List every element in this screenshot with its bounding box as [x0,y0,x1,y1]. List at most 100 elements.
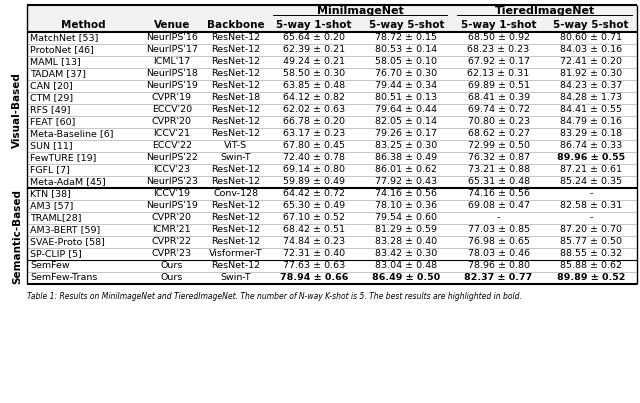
Text: MAML [13]: MAML [13] [30,58,81,66]
Text: 68.42 ± 0.51: 68.42 ± 0.51 [283,226,345,235]
Text: RFS [49]: RFS [49] [30,106,70,114]
Text: 65.64 ± 0.20: 65.64 ± 0.20 [283,33,345,42]
Text: 62.13 ± 0.31: 62.13 ± 0.31 [467,69,530,79]
Bar [27,5,637,18]
Text: 68.23 ± 0.23: 68.23 ± 0.23 [467,46,530,54]
Text: -: - [497,214,500,222]
Text: FewTURE [19]: FewTURE [19] [30,154,97,162]
Text: ICML'17: ICML'17 [153,58,191,66]
Text: NeurIPS'16: NeurIPS'16 [146,33,198,42]
Text: 82.58 ± 0.31: 82.58 ± 0.31 [560,202,622,210]
Text: CVPR'19: CVPR'19 [152,93,192,102]
Text: 74.16 ± 0.56: 74.16 ± 0.56 [468,189,530,199]
Text: CVPR'23: CVPR'23 [152,249,192,258]
Text: ResNet-12: ResNet-12 [211,69,260,79]
Text: ProtoNet [46]: ProtoNet [46] [30,46,94,54]
Text: 69.89 ± 0.51: 69.89 ± 0.51 [468,81,530,91]
Text: 80.53 ± 0.14: 80.53 ± 0.14 [375,46,437,54]
Text: 82.05 ± 0.14: 82.05 ± 0.14 [376,118,437,127]
Text: 76.98 ± 0.65: 76.98 ± 0.65 [468,237,530,247]
Text: CVPR'20: CVPR'20 [152,214,192,222]
Text: SemFew: SemFew [30,262,70,270]
Text: ResNet-12: ResNet-12 [211,262,260,270]
Text: NeurIPS'22: NeurIPS'22 [146,154,198,162]
Text: Method: Method [61,20,106,30]
Text: Ours: Ours [161,274,183,283]
Text: 5-way 5-shot: 5-way 5-shot [553,20,628,30]
Text: Table 1: Results on MiniImageNet and TieredImageNet. The number of N-way K-shot : Table 1: Results on MiniImageNet and Tie… [27,292,522,301]
Text: 67.80 ± 0.45: 67.80 ± 0.45 [283,141,345,150]
Text: NeurIPS'18: NeurIPS'18 [146,69,198,79]
Text: 49.24 ± 0.21: 49.24 ± 0.21 [283,58,345,66]
Text: 64.12 ± 0.82: 64.12 ± 0.82 [283,93,345,102]
Text: 72.41 ± 0.20: 72.41 ± 0.20 [560,58,622,66]
Text: Conv-128: Conv-128 [213,189,259,199]
Text: 72.40 ± 0.78: 72.40 ± 0.78 [283,154,345,162]
Text: 78.72 ± 0.15: 78.72 ± 0.15 [376,33,437,42]
Text: 84.41 ± 0.55: 84.41 ± 0.55 [560,106,622,114]
Text: ResNet-12: ResNet-12 [211,166,260,174]
Text: Backbone: Backbone [207,20,265,30]
Text: TADAM [37]: TADAM [37] [30,69,86,79]
Text: 81.29 ± 0.59: 81.29 ± 0.59 [376,226,437,235]
Text: SVAE-Proto [58]: SVAE-Proto [58] [30,237,105,247]
Text: 80.51 ± 0.13: 80.51 ± 0.13 [375,93,437,102]
Text: ResNet-12: ResNet-12 [211,177,260,187]
Text: 5-way 1-shot: 5-way 1-shot [461,20,536,30]
Text: 83.29 ± 0.18: 83.29 ± 0.18 [560,129,622,139]
Text: MatchNet [53]: MatchNet [53] [30,33,99,42]
Text: ViT-S: ViT-S [225,141,248,150]
Text: NeurIPS'23: NeurIPS'23 [146,177,198,187]
Text: ResNet-18: ResNet-18 [211,93,260,102]
Text: ECCV'22: ECCV'22 [152,141,192,150]
Text: CVPR'22: CVPR'22 [152,237,192,247]
Text: 86.49 ± 0.50: 86.49 ± 0.50 [372,274,440,283]
Text: FEAT [60]: FEAT [60] [30,118,76,127]
Text: 86.74 ± 0.33: 86.74 ± 0.33 [560,141,622,150]
Text: 78.96 ± 0.80: 78.96 ± 0.80 [468,262,530,270]
Text: ICCV'23: ICCV'23 [154,166,191,174]
Text: 62.39 ± 0.21: 62.39 ± 0.21 [283,46,345,54]
Text: ICMR'21: ICMR'21 [152,226,191,235]
Text: SUN [11]: SUN [11] [30,141,72,150]
Text: 85.24 ± 0.35: 85.24 ± 0.35 [560,177,622,187]
Text: ECCV'20: ECCV'20 [152,106,192,114]
Text: 82.37 ± 0.77: 82.37 ± 0.77 [465,274,532,283]
Text: 83.25 ± 0.30: 83.25 ± 0.30 [375,141,438,150]
Text: ResNet-12: ResNet-12 [211,46,260,54]
Text: ICCV'19: ICCV'19 [154,189,191,199]
Text: 65.30 ± 0.49: 65.30 ± 0.49 [283,202,345,210]
Text: 5-way 1-shot: 5-way 1-shot [276,20,352,30]
Text: 83.42 ± 0.30: 83.42 ± 0.30 [375,249,438,258]
Text: 78.94 ± 0.66: 78.94 ± 0.66 [280,274,348,283]
Text: 88.55 ± 0.32: 88.55 ± 0.32 [560,249,622,258]
Text: 79.54 ± 0.60: 79.54 ± 0.60 [376,214,437,222]
Text: 72.99 ± 0.50: 72.99 ± 0.50 [468,141,530,150]
Text: Visual-Based: Visual-Based [12,72,22,148]
Text: 79.26 ± 0.17: 79.26 ± 0.17 [376,129,437,139]
Text: 67.10 ± 0.52: 67.10 ± 0.52 [283,214,345,222]
Text: 80.60 ± 0.71: 80.60 ± 0.71 [560,33,622,42]
Text: 5-way 5-shot: 5-way 5-shot [369,20,444,30]
Text: 77.92 ± 0.43: 77.92 ± 0.43 [375,177,437,187]
Text: 70.80 ± 0.23: 70.80 ± 0.23 [468,118,530,127]
Text: TRAML[28]: TRAML[28] [30,214,81,222]
Text: 58.50 ± 0.30: 58.50 ± 0.30 [283,69,345,79]
Text: 63.17 ± 0.23: 63.17 ± 0.23 [283,129,345,139]
Text: 77.63 ± 0.63: 77.63 ± 0.63 [283,262,345,270]
Text: 65.31 ± 0.48: 65.31 ± 0.48 [468,177,530,187]
Text: FGFL [7]: FGFL [7] [30,166,70,174]
Text: 63.85 ± 0.48: 63.85 ± 0.48 [283,81,345,91]
Bar [27,18,637,32]
Text: MiniImageNet: MiniImageNet [317,6,404,17]
Text: Swin-T: Swin-T [221,154,252,162]
Text: 83.28 ± 0.40: 83.28 ± 0.40 [375,237,437,247]
Text: 66.78 ± 0.20: 66.78 ± 0.20 [283,118,345,127]
Text: 69.74 ± 0.72: 69.74 ± 0.72 [468,106,530,114]
Text: -: - [589,189,593,199]
Text: 78.03 ± 0.46: 78.03 ± 0.46 [468,249,530,258]
Text: 83.04 ± 0.48: 83.04 ± 0.48 [375,262,437,270]
Text: TieredImageNet: TieredImageNet [495,6,595,17]
Text: Semantic-Based: Semantic-Based [12,189,22,283]
Text: ResNet-12: ResNet-12 [211,237,260,247]
